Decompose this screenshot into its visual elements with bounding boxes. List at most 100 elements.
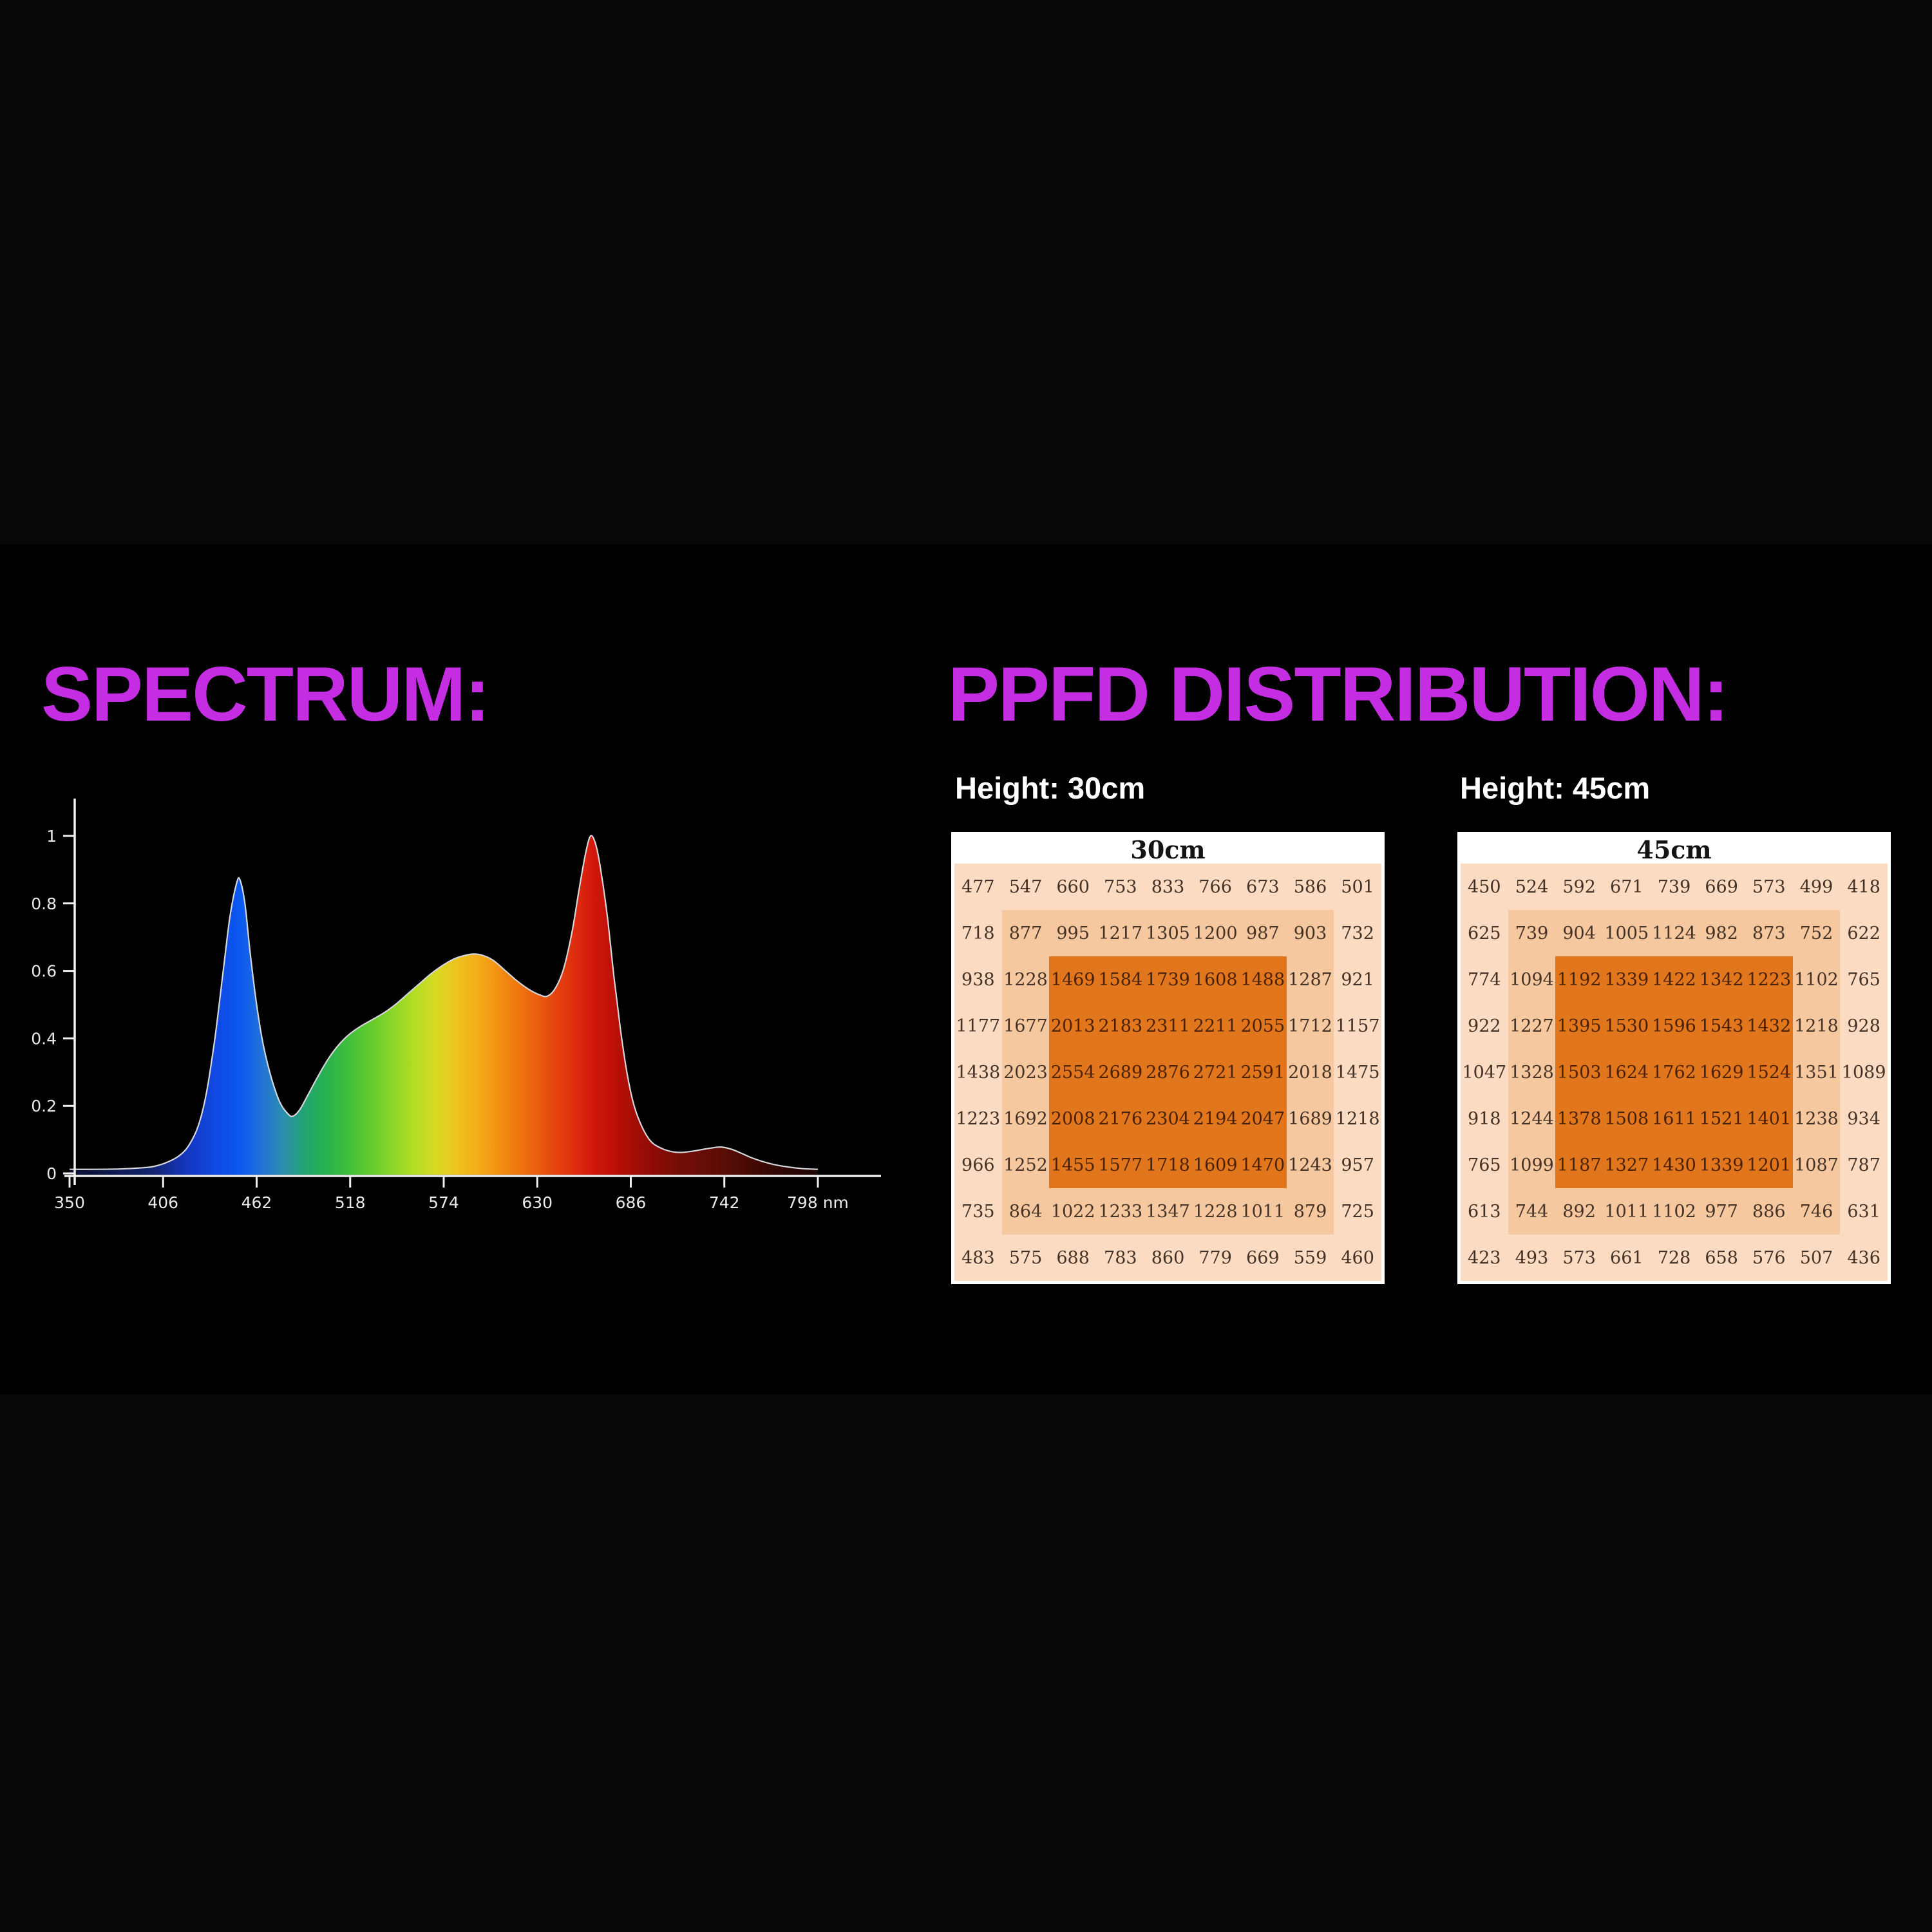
ppfd-cell: 1455 <box>1049 1142 1097 1188</box>
ppfd-cell: 436 <box>1840 1235 1888 1281</box>
ppfd-cell: 1347 <box>1144 1188 1192 1235</box>
y-tick-label: 0.6 <box>31 962 57 981</box>
ppfd-cell: 547 <box>1001 864 1050 910</box>
ppfd-grid: 450 524 592 671 739 669 573 499 418 625 739 904 1005… <box>1461 864 1888 1281</box>
ppfd-cell: 559 <box>1286 1235 1334 1281</box>
ppfd-cell: 575 <box>1001 1235 1050 1281</box>
ppfd-cell: 725 <box>1334 1188 1381 1235</box>
ppfd-cell: 1328 <box>1508 1049 1556 1095</box>
ppfd-cell: 744 <box>1508 1188 1556 1235</box>
ppfd-cell: 1287 <box>1286 956 1334 1003</box>
ppfd-cell: 661 <box>1602 1235 1651 1281</box>
ppfd-cell: 1712 <box>1286 1003 1334 1049</box>
y-tick-label: 0 <box>46 1164 57 1183</box>
ppfd-cell: 622 <box>1840 910 1888 956</box>
ppfd-cell: 934 <box>1840 1095 1888 1142</box>
ppfd-cell: 921 <box>1334 956 1381 1003</box>
ppfd-table-header: 30cm <box>954 835 1381 864</box>
ppfd-cell: 1629 <box>1698 1049 1745 1095</box>
ppfd-cell: 688 <box>1049 1235 1097 1281</box>
ppfd-cell: 673 <box>1238 864 1287 910</box>
ppfd-cell: 1218 <box>1334 1095 1381 1142</box>
ppfd-cell: 1089 <box>1840 1049 1888 1095</box>
ppfd-cell: 1395 <box>1555 1003 1603 1049</box>
ppfd-cell: 938 <box>954 956 1002 1003</box>
ppfd-cell: 957 <box>1334 1142 1381 1188</box>
ppfd-cell: 1503 <box>1555 1049 1603 1095</box>
ppfd-cell: 877 <box>1001 910 1050 956</box>
ppfd-cell: 499 <box>1792 864 1841 910</box>
ppfd-cell: 1432 <box>1745 1003 1793 1049</box>
x-tick-label: 630 <box>522 1193 553 1212</box>
ppfd-cell: 1543 <box>1698 1003 1745 1049</box>
ppfd-cell: 718 <box>954 910 1002 956</box>
ppfd-cell: 2311 <box>1144 1003 1192 1049</box>
ppfd-cell: 493 <box>1508 1235 1556 1281</box>
ppfd-cell: 669 <box>1698 864 1745 910</box>
ppfd-cell: 1252 <box>1001 1142 1050 1188</box>
ppfd-cell: 1351 <box>1792 1049 1841 1095</box>
ppfd-cell: 1608 <box>1191 956 1239 1003</box>
x-tick-label: 798 nm <box>787 1193 849 1212</box>
x-tick-label: 518 <box>335 1193 366 1212</box>
ppfd-cell: 450 <box>1461 864 1508 910</box>
ppfd-cell: 1243 <box>1286 1142 1334 1188</box>
ppfd-cell: 2023 <box>1001 1049 1050 1095</box>
ppfd-cell: 1022 <box>1049 1188 1097 1235</box>
ppfd-cell: 1201 <box>1745 1142 1793 1188</box>
ppfd-cell: 1233 <box>1096 1188 1144 1235</box>
ppfd-cell: 1228 <box>1001 956 1050 1003</box>
ppfd-table-header: 45cm <box>1461 835 1888 864</box>
ppfd-cell: 728 <box>1650 1235 1698 1281</box>
ppfd-cell: 1611 <box>1650 1095 1698 1142</box>
ppfd-cell: 1218 <box>1792 1003 1841 1049</box>
ppfd-cell: 1609 <box>1191 1142 1239 1188</box>
ppfd-cell: 2194 <box>1191 1095 1239 1142</box>
ppfd-cell: 982 <box>1698 910 1745 956</box>
ppfd-cell: 1692 <box>1001 1095 1050 1142</box>
ppfd-cell: 625 <box>1461 910 1508 956</box>
ppfd-cell: 1524 <box>1745 1049 1793 1095</box>
ppfd-cell: 918 <box>1461 1095 1508 1142</box>
ppfd-cell: 1087 <box>1792 1142 1841 1188</box>
ppfd-cell: 1378 <box>1555 1095 1603 1142</box>
x-tick-label: 406 <box>147 1193 178 1212</box>
ppfd-cell: 631 <box>1840 1188 1888 1235</box>
ppfd-cell: 752 <box>1792 910 1841 956</box>
ppfd-table-45cm: 45cm 450 524 592 671 739 669 573 499 418 625 739 90… <box>1457 832 1891 1284</box>
ppfd-cell: 766 <box>1191 864 1239 910</box>
ppfd-cell: 507 <box>1792 1235 1841 1281</box>
ppfd-cell: 2689 <box>1096 1049 1144 1095</box>
x-tick-label: 462 <box>242 1193 272 1212</box>
ppfd-cell: 739 <box>1508 910 1556 956</box>
ppfd-cell: 1047 <box>1461 1049 1508 1095</box>
ppfd-cell: 1469 <box>1049 956 1097 1003</box>
ppfd-cell: 1244 <box>1508 1095 1556 1142</box>
spectrum-section-title: SPECTRUM: <box>41 651 490 737</box>
x-tick-label: 742 <box>709 1193 740 1212</box>
ppfd-cell: 1677 <box>1001 1003 1050 1049</box>
top-dark-band <box>0 0 1932 544</box>
ppfd-cell: 966 <box>954 1142 1002 1188</box>
ppfd-cell: 746 <box>1792 1188 1841 1235</box>
ppfd-cell: 2008 <box>1049 1095 1097 1142</box>
ppfd-cell: 1762 <box>1650 1049 1698 1095</box>
ppfd-cell: 1192 <box>1555 956 1603 1003</box>
ppfd-cell: 1488 <box>1238 956 1287 1003</box>
ppfd-cell: 483 <box>954 1235 1002 1281</box>
ppfd-cell: 774 <box>1461 956 1508 1003</box>
x-tick-label: 574 <box>428 1193 459 1212</box>
ppfd-cell: 753 <box>1096 864 1144 910</box>
ppfd-cell: 1011 <box>1238 1188 1287 1235</box>
ppfd-cell: 2554 <box>1049 1049 1097 1095</box>
ppfd-cell: 735 <box>954 1188 1002 1235</box>
ppfd-cell: 418 <box>1840 864 1888 910</box>
ppfd-cell: 1577 <box>1096 1142 1144 1188</box>
ppfd-cell: 873 <box>1745 910 1793 956</box>
ppfd-cell: 1530 <box>1602 1003 1651 1049</box>
ppfd-cell: 1327 <box>1602 1142 1651 1188</box>
ppfd-cell: 1157 <box>1334 1003 1381 1049</box>
ppfd-cell: 1739 <box>1144 956 1192 1003</box>
ppfd-table-30cm: 30cm 477 547 660 753 833 766 673 586 501 718 877 99… <box>951 832 1385 1284</box>
ppfd-cell: 1200 <box>1191 910 1239 956</box>
